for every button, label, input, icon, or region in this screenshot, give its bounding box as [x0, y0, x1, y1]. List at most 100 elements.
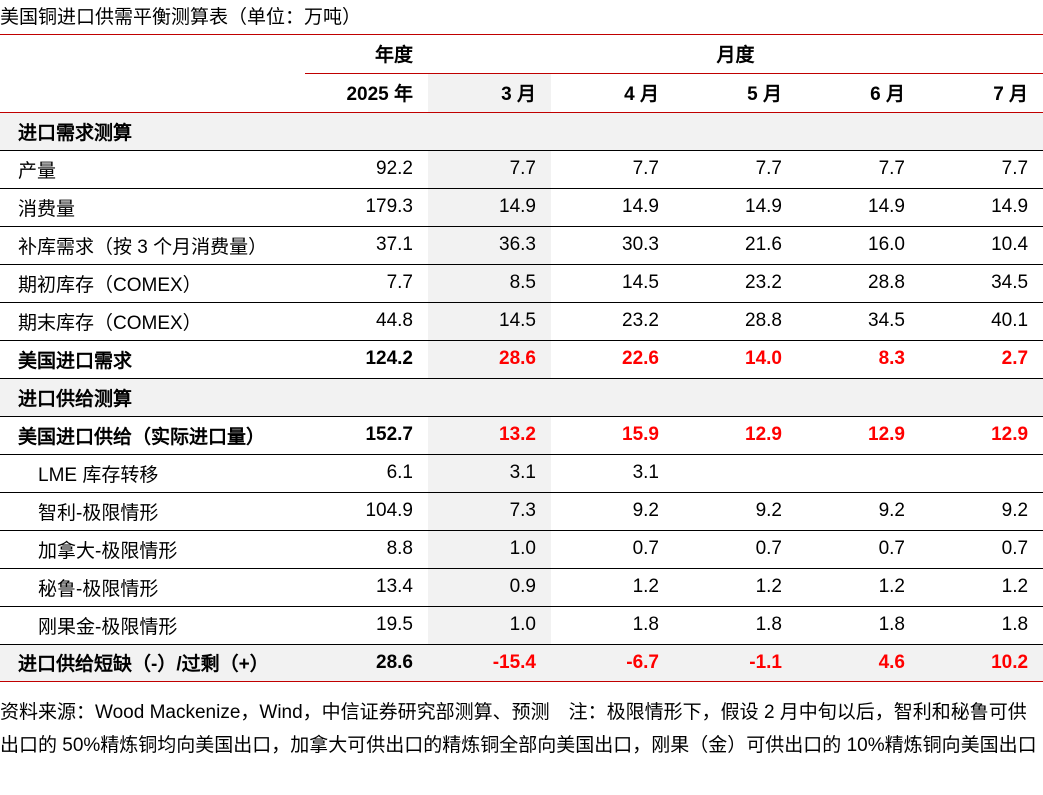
cell-value [797, 454, 920, 493]
cell-value: 21.6 [674, 226, 797, 265]
row-label: 美国进口供给（实际进口量） [0, 416, 305, 455]
cell-value: 13.2 [428, 416, 551, 455]
row-label: 期末库存（COMEX） [0, 302, 305, 341]
cell-value: 0.9 [428, 568, 551, 607]
cell-value: 9.2 [674, 492, 797, 531]
row-label: 进口需求测算 [0, 112, 305, 151]
cell-value: 1.8 [674, 606, 797, 645]
cell-value: 1.2 [674, 568, 797, 607]
cell-value [428, 112, 551, 151]
cell-value: 9.2 [920, 492, 1043, 531]
cell-value [551, 378, 674, 417]
cell-value [920, 112, 1043, 151]
cell-value: 179.3 [305, 188, 428, 227]
cell-value: 1.2 [797, 568, 920, 607]
cell-value: 124.2 [305, 340, 428, 379]
row-label: 进口供给测算 [0, 378, 305, 417]
cell-value: 14.9 [428, 188, 551, 227]
row-label: 秘鲁-极限情形 [0, 568, 305, 607]
table-row: 进口供给测算 [0, 378, 1043, 417]
cell-value: 12.9 [674, 416, 797, 455]
cell-value: 23.2 [551, 302, 674, 341]
cell-value: 3.1 [551, 454, 674, 493]
header-col: 6 月 [797, 73, 920, 113]
cell-value: 7.7 [674, 150, 797, 189]
cell-value: 12.9 [797, 416, 920, 455]
table-row: LME 库存转移 6.1 3.1 3.1 [0, 454, 1043, 493]
cell-value [920, 378, 1043, 417]
header-annual: 年度 [305, 34, 428, 74]
cell-value: 7.7 [551, 150, 674, 189]
cell-value [674, 378, 797, 417]
cell-value: 14.9 [674, 188, 797, 227]
table-row: 产量 92.2 7.7 7.7 7.7 7.7 7.7 [0, 150, 1043, 189]
cell-value: 1.8 [797, 606, 920, 645]
cell-value [920, 454, 1043, 493]
cell-value: 0.7 [551, 530, 674, 569]
row-label: 加拿大-极限情形 [0, 530, 305, 569]
source-note: 资料来源：Wood Mackenize，Wind，中信证券研究部测算、预测 注：… [0, 702, 1037, 756]
row-label: 补库需求（按 3 个月消费量） [0, 226, 305, 265]
cell-value: 19.5 [305, 606, 428, 645]
cell-value: 6.1 [305, 454, 428, 493]
cell-value: 4.6 [797, 644, 920, 682]
cell-value: 12.9 [920, 416, 1043, 455]
cell-value: 36.3 [428, 226, 551, 265]
cell-value: -15.4 [428, 644, 551, 682]
cell-value: 2.7 [920, 340, 1043, 379]
cell-value: 104.9 [305, 492, 428, 531]
row-label: 进口供给短缺（-）/过剩（+） [0, 644, 305, 682]
cell-value [797, 378, 920, 417]
cell-value: 9.2 [797, 492, 920, 531]
cell-value: 1.8 [920, 606, 1043, 645]
cell-value: 7.7 [428, 150, 551, 189]
header-col: 4 月 [551, 73, 674, 113]
row-label: 消费量 [0, 188, 305, 227]
supply-demand-table: 年度 月度 2025 年 3 月 4 月 5 月 6 月 7 月 进口需求测算产… [0, 34, 1043, 682]
cell-value: -1.1 [674, 644, 797, 682]
cell-value: 30.3 [551, 226, 674, 265]
row-label: LME 库存转移 [0, 454, 305, 493]
table-row: 期初库存（COMEX） 7.7 8.5 14.5 23.2 28.8 34.5 [0, 264, 1043, 303]
cell-value: 14.5 [428, 302, 551, 341]
cell-value: 8.5 [428, 264, 551, 303]
cell-value: 7.7 [305, 264, 428, 303]
cell-value: -6.7 [551, 644, 674, 682]
cell-value: 13.4 [305, 568, 428, 607]
cell-value: 14.9 [551, 188, 674, 227]
cell-value: 1.0 [428, 530, 551, 569]
cell-value: 40.1 [920, 302, 1043, 341]
cell-value: 23.2 [674, 264, 797, 303]
cell-value: 92.2 [305, 150, 428, 189]
cell-value: 44.8 [305, 302, 428, 341]
cell-value: 3.1 [428, 454, 551, 493]
cell-value: 9.2 [551, 492, 674, 531]
table-row: 刚果金-极限情形 19.5 1.0 1.8 1.8 1.8 1.8 [0, 606, 1043, 645]
table-title: 美国铜进口供需平衡测算表（单位：万吨） [0, 7, 362, 28]
cell-value: 7.7 [920, 150, 1043, 189]
header-row-group: 年度 月度 [0, 34, 1043, 74]
cell-value: 1.8 [551, 606, 674, 645]
table-row: 进口供给短缺（-）/过剩（+） 28.6 -15.4 -6.7 -1.1 4.6 10.2 [0, 644, 1043, 682]
cell-value: 14.9 [797, 188, 920, 227]
cell-value: 0.7 [920, 530, 1043, 569]
table-row: 美国进口供给（实际进口量） 152.7 13.2 15.9 12.9 12.9 12.9 [0, 416, 1043, 455]
cell-value: 37.1 [305, 226, 428, 265]
cell-value: 7.7 [797, 150, 920, 189]
row-label: 期初库存（COMEX） [0, 264, 305, 303]
cell-value: 7.3 [428, 492, 551, 531]
cell-value: 8.8 [305, 530, 428, 569]
table-row: 期末库存（COMEX） 44.8 14.5 23.2 28.8 34.5 40.1 [0, 302, 1043, 341]
cell-value: 28.8 [797, 264, 920, 303]
table-row: 消费量 179.3 14.9 14.9 14.9 14.9 14.9 [0, 188, 1043, 227]
cell-value [797, 112, 920, 151]
cell-value: 10.4 [920, 226, 1043, 265]
cell-value [305, 378, 428, 417]
cell-value: 14.0 [674, 340, 797, 379]
cell-value: 10.2 [920, 644, 1043, 682]
table-row: 智利-极限情形 104.9 7.3 9.2 9.2 9.2 9.2 [0, 492, 1043, 531]
cell-value [428, 378, 551, 417]
table-row: 美国进口需求 124.2 28.6 22.6 14.0 8.3 2.7 [0, 340, 1043, 379]
header-monthly: 月度 [428, 34, 1043, 74]
cell-value: 34.5 [797, 302, 920, 341]
